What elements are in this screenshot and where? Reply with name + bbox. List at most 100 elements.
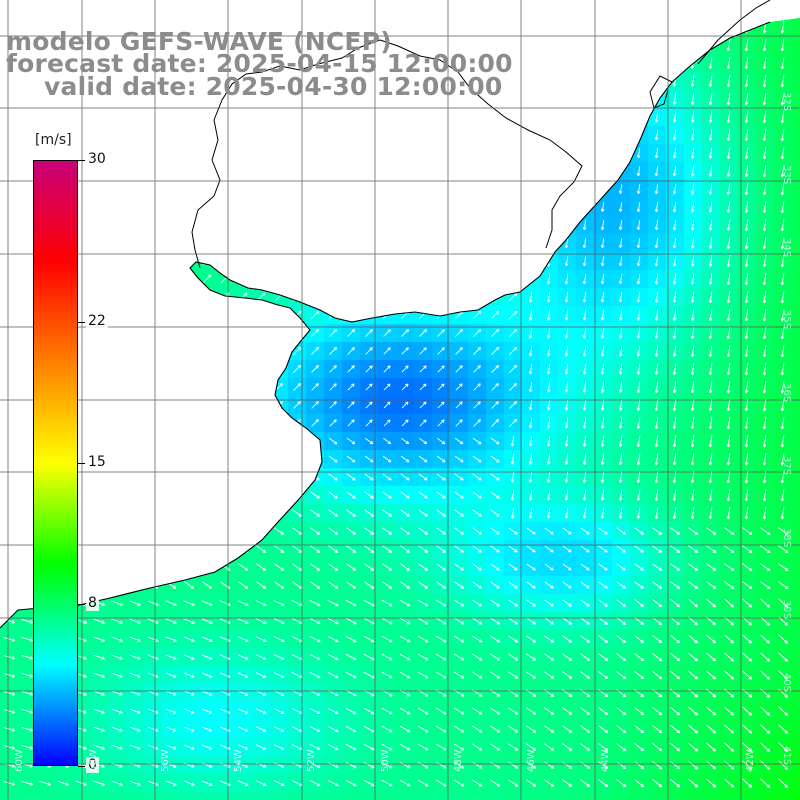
wind-speed-cell xyxy=(792,612,800,631)
wind-speed-cell xyxy=(756,792,775,800)
latitude-label: 39S xyxy=(781,600,792,620)
wind-speed-cell xyxy=(792,36,800,55)
wind-speed-cell xyxy=(792,72,800,91)
wind-speed-cell xyxy=(252,792,271,800)
wind-speed-cell xyxy=(792,468,800,487)
wind-speed-cell xyxy=(792,216,800,235)
colorbar-tick-label: 22 xyxy=(86,312,108,329)
latitude-label: 40S xyxy=(781,673,792,693)
wind-speed-cell xyxy=(792,378,800,397)
wind-speed-cell xyxy=(720,792,739,800)
latitude-label: 35S xyxy=(781,310,792,330)
longitude-label: 54W xyxy=(233,749,244,772)
wind-speed-cell xyxy=(792,18,800,37)
wind-speed-cell xyxy=(792,594,800,613)
wind-speed-cell xyxy=(792,108,800,127)
wind-speed-cell xyxy=(792,432,800,451)
longitude-label: 48W xyxy=(453,749,464,772)
wind-speed-cell xyxy=(540,792,559,800)
wind-speed-cell xyxy=(288,792,307,800)
wind-speed-cell xyxy=(792,540,800,559)
wind-speed-cell xyxy=(792,162,800,181)
colorbar xyxy=(33,160,78,766)
valid-date: valid date: 2025-04-30 12:00:00 xyxy=(44,72,503,101)
wind-speed-cell xyxy=(306,792,325,800)
wind-speed-cell xyxy=(72,792,91,800)
wind-speed-cell xyxy=(522,792,541,800)
wind-speed-cell xyxy=(270,792,289,800)
colorbar-tick-mark xyxy=(78,766,85,767)
wind-speed-cell xyxy=(0,792,19,800)
wind-speed-cell xyxy=(468,792,487,800)
wind-speed-cell xyxy=(504,792,523,800)
wind-speed-cell xyxy=(792,288,800,307)
colorbar-tick-label: 15 xyxy=(86,454,108,470)
wind-speed-cell xyxy=(792,54,800,73)
wind-speed-cell xyxy=(792,396,800,415)
wind-speed-cell xyxy=(198,792,217,800)
wind-speed-cell xyxy=(792,180,800,199)
wind-speed-cell xyxy=(792,252,800,271)
wind-speed-cell xyxy=(54,792,73,800)
wind-speed-cell xyxy=(180,792,199,800)
wind-speed-cell xyxy=(792,630,800,649)
wind-speed-cell xyxy=(594,792,613,800)
wind-speed-cell xyxy=(792,486,800,505)
wind-speed-cell xyxy=(792,144,800,163)
longitude-label: 60W xyxy=(14,749,25,772)
wind-speed-cell xyxy=(36,792,55,800)
latitude-label: 33S xyxy=(781,165,792,185)
wind-speed-cell xyxy=(342,792,361,800)
wind-speed-cell xyxy=(792,324,800,343)
wind-speed-cell xyxy=(144,792,163,800)
wind-speed-cell xyxy=(792,234,800,253)
wind-speed-cell xyxy=(18,792,37,800)
wind-speed-cell xyxy=(684,792,703,800)
colorbar-unit: [m/s] xyxy=(33,132,74,148)
wind-speed-cell xyxy=(792,414,800,433)
wind-speed-cell xyxy=(792,774,800,793)
wind-speed-cell xyxy=(450,792,469,800)
wind-speed-cell xyxy=(792,360,800,379)
wind-speed-cell xyxy=(792,126,800,145)
wind-speed-cell xyxy=(792,684,800,703)
colorbar-tick-mark xyxy=(78,160,85,161)
colorbar-tick-label: 30 xyxy=(86,151,108,167)
longitude-label: 46W xyxy=(526,749,537,772)
wind-speed-cell xyxy=(414,792,433,800)
wind-speed-cell xyxy=(792,666,800,685)
wind-speed-cell xyxy=(792,702,800,721)
wind-speed-cell xyxy=(792,342,800,361)
wind-speed-cell xyxy=(792,450,800,469)
wind-speed-cell xyxy=(792,270,800,289)
wind-speed-cell xyxy=(792,756,800,775)
colorbar-tick-mark xyxy=(78,604,85,606)
latitude-label: 36S xyxy=(781,383,792,403)
wind-speed-cell xyxy=(648,792,667,800)
wind-speed-cell xyxy=(108,792,127,800)
wind-speed-cell xyxy=(792,522,800,541)
colorbar-tick-mark xyxy=(78,463,85,464)
wind-speed-cell xyxy=(792,576,800,595)
wind-speed-cell xyxy=(792,558,800,577)
wind-speed-cell xyxy=(612,792,631,800)
wind-speed-cell xyxy=(792,306,800,325)
wind-speed-cell xyxy=(792,792,800,800)
wind-speed-cell xyxy=(558,792,577,800)
longitude-label: 56W xyxy=(160,749,171,772)
wind-speed-cell xyxy=(360,792,379,800)
latitude-label: 34S xyxy=(781,238,792,258)
wind-speed-cell xyxy=(324,792,343,800)
wind-speed-cell xyxy=(396,792,415,800)
wind-speed-cell xyxy=(234,792,253,800)
wind-speed-cell xyxy=(792,648,800,667)
longitude-label: 52W xyxy=(306,749,317,772)
wind-speed-cell xyxy=(702,792,721,800)
wind-speed-cell xyxy=(486,792,505,800)
wind-speed-cell xyxy=(792,198,800,217)
latitude-label: 41S xyxy=(781,746,792,766)
wind-speed-cell xyxy=(216,792,235,800)
wind-speed-cell xyxy=(630,792,649,800)
